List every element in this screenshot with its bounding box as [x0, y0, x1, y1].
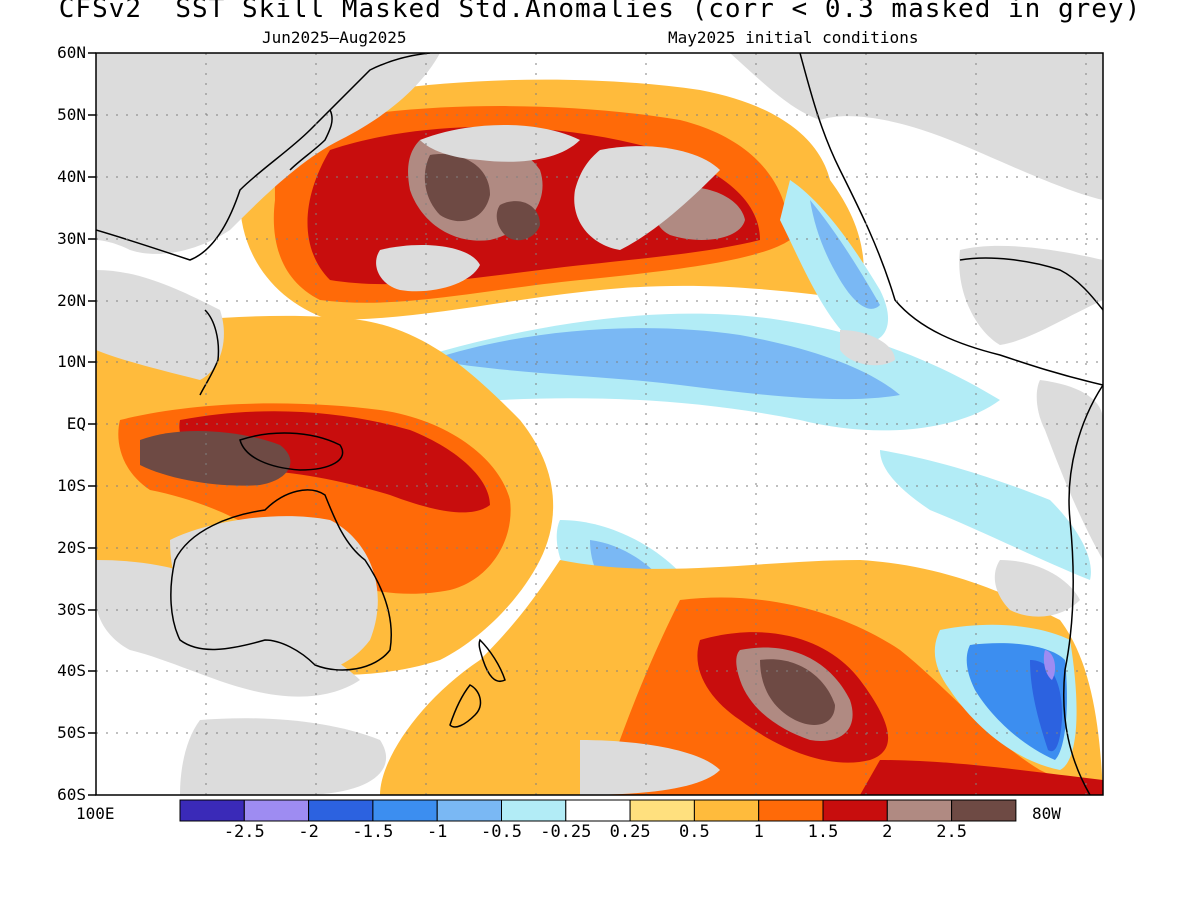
- colorbar-tick-label: 2.5: [936, 822, 967, 842]
- asia-coastline: [96, 53, 431, 261]
- lat-label: 60N: [57, 43, 86, 62]
- south-pacific-red-strip: [860, 760, 1103, 795]
- se-pacific-dark-blue: [1030, 660, 1063, 752]
- lat-label: EQ: [66, 414, 86, 433]
- map-title: CFSv2 SST Skill Masked Std.Anomalies (co…: [58, 0, 1142, 24]
- west-pacific-red: [179, 411, 490, 513]
- colorbar-swatch: [436, 799, 503, 822]
- colorbar-tick-label: -1: [426, 822, 448, 842]
- masked-low-skill-areas: [96, 53, 1103, 795]
- colorbar-swatch: [822, 799, 888, 822]
- grid-lines: [96, 53, 1103, 795]
- lat-label: 60S: [57, 785, 86, 804]
- colorbar-swatch: [308, 799, 374, 822]
- initial-conditions: May2025 initial conditions: [668, 28, 919, 47]
- japan-coastline: [289, 109, 333, 171]
- new-guinea-coastline: [239, 432, 344, 471]
- colorbar-swatch: [693, 799, 760, 822]
- lon-label-left: 100E: [76, 804, 115, 823]
- north-pacific-brown-4: [496, 201, 540, 241]
- gulf-of-mexico-coastline: [959, 257, 1103, 311]
- colorbar-swatch: [372, 799, 438, 822]
- west-pacific-brown: [140, 430, 291, 486]
- lat-label: 30N: [57, 229, 86, 248]
- colorbar-tick-label: 2: [882, 822, 893, 842]
- colorbar-swatch: [629, 799, 695, 822]
- eastern-tropical-cool: [880, 450, 1091, 580]
- lat-label: 10S: [57, 476, 86, 495]
- australia-coastline: [170, 489, 392, 671]
- lat-label: 30S: [57, 600, 86, 619]
- lat-label: 20S: [57, 538, 86, 557]
- colorbar-tick-label: -2.5: [223, 822, 265, 842]
- colorbar: [179, 799, 1017, 822]
- colorbar-tick-label: 0.25: [609, 822, 651, 842]
- map-field: [96, 53, 1103, 795]
- north-america-coastline: [799, 53, 1103, 386]
- lat-label: 40N: [57, 167, 86, 186]
- colorbar-tick-label: 1: [753, 822, 764, 842]
- colorbar-swatch: [501, 799, 567, 822]
- colorbar-swatch: [758, 799, 824, 822]
- colorbar-swatch: [951, 799, 1017, 822]
- lat-label: 20N: [57, 291, 86, 310]
- lon-label-right: 80W: [1032, 804, 1061, 823]
- colorbar-swatch: [243, 799, 310, 822]
- colorbar-tick-label: -1.5: [352, 822, 394, 842]
- ne-pacific-blue-strip: [810, 200, 880, 309]
- colorbar-tick-label: 0.5: [679, 822, 710, 842]
- colorbar-tick-label: 1.5: [807, 822, 839, 842]
- south-pacific-brown-dark: [760, 659, 835, 725]
- new-zealand-south-coastline: [449, 684, 482, 728]
- north-pacific-brown-2: [424, 154, 490, 222]
- equatorial-blue-region: [430, 328, 900, 400]
- philippines-coastline: [199, 309, 220, 396]
- colorbar-swatch: [179, 799, 245, 822]
- coastlines: [96, 53, 1103, 795]
- colorbar-tick-label: -2: [298, 822, 319, 842]
- south-america-coastline: [1062, 384, 1103, 795]
- lat-label: 50N: [57, 105, 86, 124]
- lat-label: 10N: [57, 352, 86, 371]
- lat-ticks: [88, 52, 96, 796]
- lat-label: 50S: [57, 723, 86, 742]
- colorbar-swatch: [886, 799, 953, 822]
- new-zealand-north-coastline: [478, 638, 506, 682]
- colorbar-tick-label: -0.25: [540, 822, 592, 842]
- forecast-period: Jun2025—Aug2025: [262, 28, 407, 47]
- colorbar-swatch: [565, 799, 631, 822]
- colorbar-tick-label: -0.5: [481, 822, 522, 842]
- lat-label: 40S: [57, 661, 86, 680]
- se-pacific-violet: [1043, 650, 1056, 680]
